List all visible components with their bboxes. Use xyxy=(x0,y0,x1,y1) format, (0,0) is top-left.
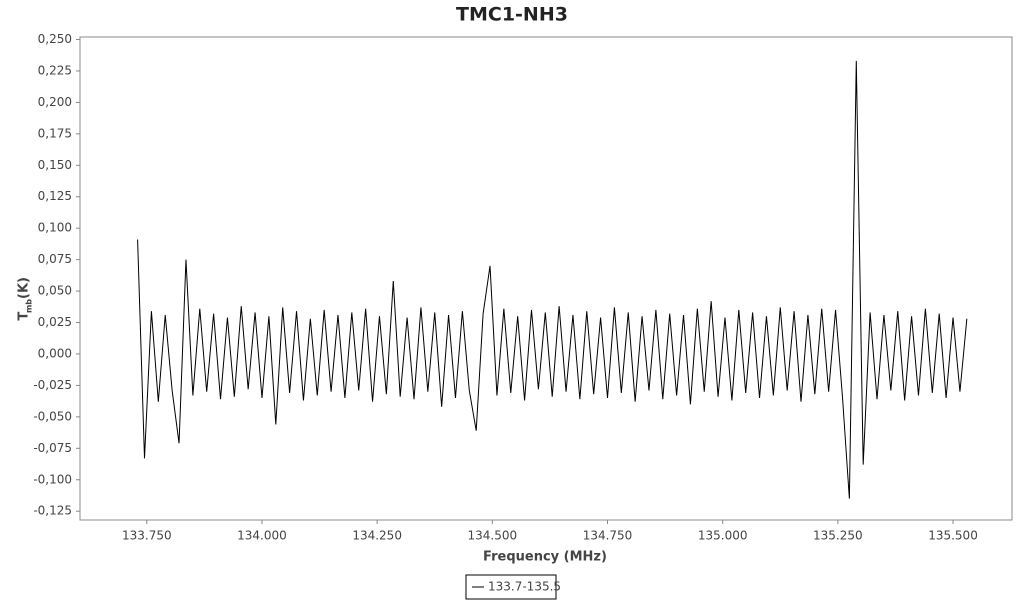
y-tick-label: 0,025 xyxy=(38,315,72,329)
y-tick-label: 0,200 xyxy=(38,95,72,109)
x-tick-label: 134.000 xyxy=(237,529,287,543)
x-tick-label: 134.750 xyxy=(583,529,633,543)
series-line xyxy=(137,60,968,499)
chart-title: TMC1-NH3 xyxy=(456,4,568,26)
y-tick-label: 0,225 xyxy=(38,63,72,77)
y-tick-label: 0,250 xyxy=(38,32,72,46)
y-tick-label: -0,075 xyxy=(33,441,72,455)
y-tick-label: -0,125 xyxy=(33,504,72,518)
y-tick-label: 0,075 xyxy=(38,252,72,266)
y-tick-label: 0,050 xyxy=(38,284,72,298)
y-tick-label: -0,050 xyxy=(33,409,72,423)
x-axis-label: Frequency (MHz) xyxy=(483,550,607,565)
y-tick-label: 0,125 xyxy=(38,189,72,203)
x-tick-label: 133.750 xyxy=(122,529,172,543)
y-tick-label: -0,025 xyxy=(33,378,72,392)
y-label-sub: mb xyxy=(25,299,34,313)
legend-label: 133.7-135.5 xyxy=(488,580,561,594)
x-tick-label: 134.250 xyxy=(352,529,402,543)
y-tick-label: -0,100 xyxy=(33,472,72,486)
x-tick-label: 135.000 xyxy=(698,529,748,543)
y-tick-label: 0,000 xyxy=(38,346,72,360)
y-tick-label: 0,150 xyxy=(38,158,72,172)
x-tick-label: 135.500 xyxy=(928,529,978,543)
y-axis-label: T mb (K) xyxy=(17,277,34,320)
y-tick-label: 0,175 xyxy=(38,126,72,140)
x-tick-label: 134.500 xyxy=(468,529,518,543)
x-tick-label: 135.250 xyxy=(813,529,863,543)
plot-frame xyxy=(79,36,1013,521)
y-label-unit: (K) xyxy=(17,277,32,299)
y-label-main: T xyxy=(17,311,32,320)
y-tick-label: 0,100 xyxy=(38,221,72,235)
